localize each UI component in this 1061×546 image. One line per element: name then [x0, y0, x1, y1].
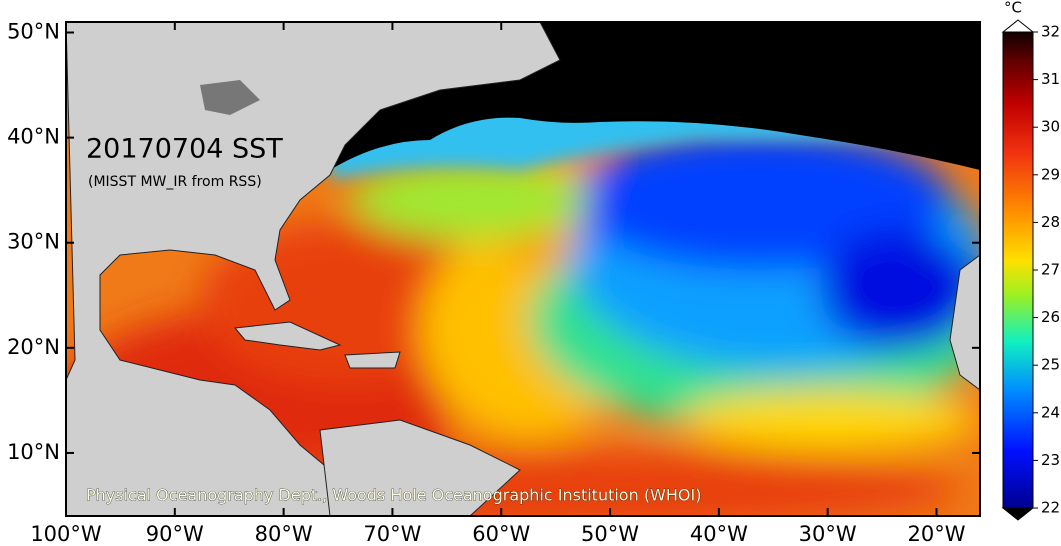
colorbar-unit: °C: [1004, 0, 1022, 17]
x-tick-label: 70°W: [363, 522, 421, 546]
x-tick-label: 80°W: [255, 522, 313, 546]
colorbar-top-extend: [1001, 19, 1035, 33]
y-tick-label: 50°N: [7, 20, 60, 44]
x-tick-label: 30°W: [799, 522, 857, 546]
y-tick-label: 40°N: [7, 125, 60, 149]
colorbar-tick-label: 23: [1041, 451, 1060, 469]
land-cuba: [234, 321, 342, 351]
credit: Physical Oceanography Dept., Woods Hole …: [86, 486, 701, 505]
y-tick-label: 10°N: [7, 440, 60, 464]
great-lakes: [200, 80, 260, 115]
colorbar: [1002, 31, 1034, 509]
colorbar-tick-label: 31: [1041, 70, 1060, 88]
colorbar-tick-label: 29: [1041, 165, 1060, 183]
colorbar-tick-label: 27: [1041, 261, 1060, 279]
x-tick-label: 40°W: [690, 522, 748, 546]
colorbar-tick-label: 30: [1041, 118, 1060, 136]
colorbar-tick-label: 28: [1041, 213, 1060, 231]
map-area: [66, 22, 980, 516]
land-africa: [949, 254, 980, 391]
colorbar-tick-label: 24: [1041, 403, 1060, 421]
map-frame: [65, 21, 981, 517]
y-tick-label: 30°N: [7, 230, 60, 254]
colorbar-bottom-extend: [1001, 507, 1035, 521]
x-tick-label: 90°W: [146, 522, 204, 546]
map-title: 20170704 SST: [86, 134, 283, 165]
x-tick-label: 60°W: [472, 522, 530, 546]
y-tick-label: 20°N: [7, 335, 60, 359]
x-tick-label: 100°W: [30, 522, 102, 546]
colorbar-tick-label: 22: [1041, 499, 1060, 517]
x-tick-label: 50°W: [581, 522, 639, 546]
x-tick-label: 20°W: [907, 522, 965, 546]
colorbar-tick-label: 25: [1041, 356, 1060, 374]
map-subtitle: (MISST MW_IR from RSS): [88, 174, 262, 190]
colorbar-tick-label: 32: [1041, 23, 1060, 41]
colorbar-tick-label: 26: [1041, 308, 1060, 326]
land-south-america: [319, 419, 521, 516]
land-hispaniola: [344, 351, 401, 369]
